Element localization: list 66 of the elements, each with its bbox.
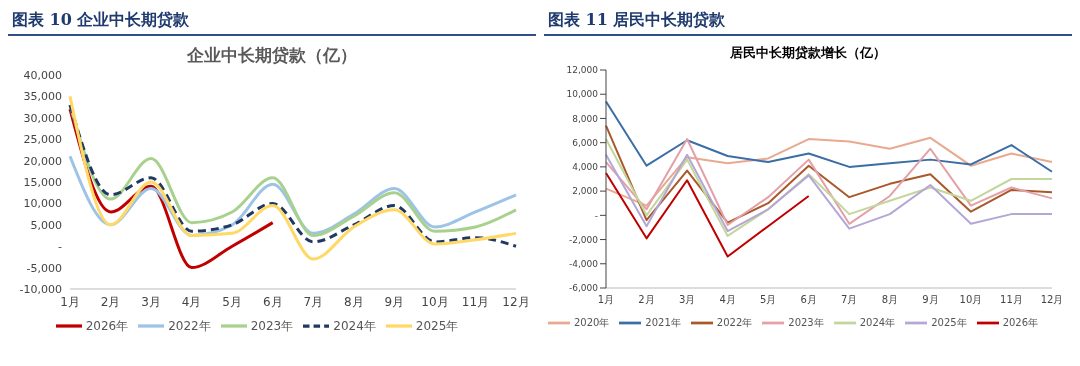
y-tick-label: 25,000 [23,133,62,147]
x-tick-label: 10月 [421,294,449,309]
y-tick-label: -2,000 [568,234,599,245]
x-tick-label: 9月 [922,294,939,306]
legend-label: 2023年 [788,317,824,328]
y-tick-label: 12,000 [566,65,599,76]
x-tick-label: 8月 [344,294,364,309]
line-series [605,136,1053,207]
chart-subtitle: 企业中长期贷款（亿） [186,44,358,67]
y-tick-label: 30,000 [23,111,62,125]
x-tick-label: 4月 [181,294,202,309]
chart-subtitle: 居民中长期贷款增长（亿） [729,44,887,62]
y-tick-label: - [58,240,63,254]
y-tick-label: 5,000 [30,218,62,232]
legend-label: 2023年 [250,318,294,333]
x-tick-label: 10月 [959,294,983,306]
y-tick-label: 6,000 [572,137,599,148]
legend-label: 2026年 [85,318,129,333]
x-tick-label: 5月 [759,294,777,306]
x-tick-label: 7月 [303,294,324,309]
x-tick-label: 5月 [222,294,242,309]
x-tick-label: 11月 [1000,294,1023,306]
legend-label: 2021年 [645,317,681,328]
line-series [605,171,810,258]
y-tick-label: 40,000 [23,68,62,82]
y-tick-label: 2,000 [572,186,599,197]
x-tick-label: 1月 [597,294,615,306]
y-tick-label: 4,000 [572,162,599,173]
y-tick-label: 15,000 [23,175,62,189]
legend-label: 2022年 [168,318,211,333]
line-series [605,100,1053,173]
x-tick-label: 9月 [384,294,405,309]
x-tick-label: 1月 [60,294,80,309]
y-tick-label: 10,000 [566,89,599,100]
x-tick-label: 4月 [719,294,736,306]
y-tick-label: -4,000 [568,258,599,269]
y-tick-label: 8,000 [572,113,599,124]
chart-title: 图表 10 企业中长期贷款 [8,8,536,36]
y-tick-label: 35,000 [23,90,62,104]
legend-label: 2025年 [415,318,459,333]
x-tick-label: 7月 [841,294,858,306]
y-tick-label: - [594,210,598,221]
y-tick-label: -10,000 [19,282,62,296]
x-tick-label: 2月 [638,294,655,306]
x-tick-label: 12月 [1040,294,1064,306]
y-tick-label: 20,000 [23,154,62,168]
x-tick-label: 8月 [881,294,899,306]
chart-title: 图表 11 居民中长期贷款 [544,8,1072,36]
x-tick-label: 11月 [461,294,490,309]
x-tick-label: 3月 [678,294,696,306]
line-series [605,124,1053,224]
legend-label: 2024年 [333,318,376,333]
y-tick-label: -6,000 [568,283,599,294]
x-tick-label: 6月 [800,294,817,306]
x-tick-label: 12月 [502,294,530,309]
legend-label: 2026年 [1002,317,1039,328]
x-tick-label: 6月 [262,294,283,309]
legend-label: 2024年 [859,317,896,328]
y-tick-label: -5,000 [26,261,62,275]
y-tick-label: 10,000 [23,197,62,211]
legend-label: 2020年 [573,317,610,328]
x-tick-label: 3月 [141,294,161,309]
legend-label: 2022年 [716,317,753,328]
legend-label: 2025年 [931,317,967,328]
line-series [605,153,1053,233]
x-tick-label: 2月 [100,294,121,309]
